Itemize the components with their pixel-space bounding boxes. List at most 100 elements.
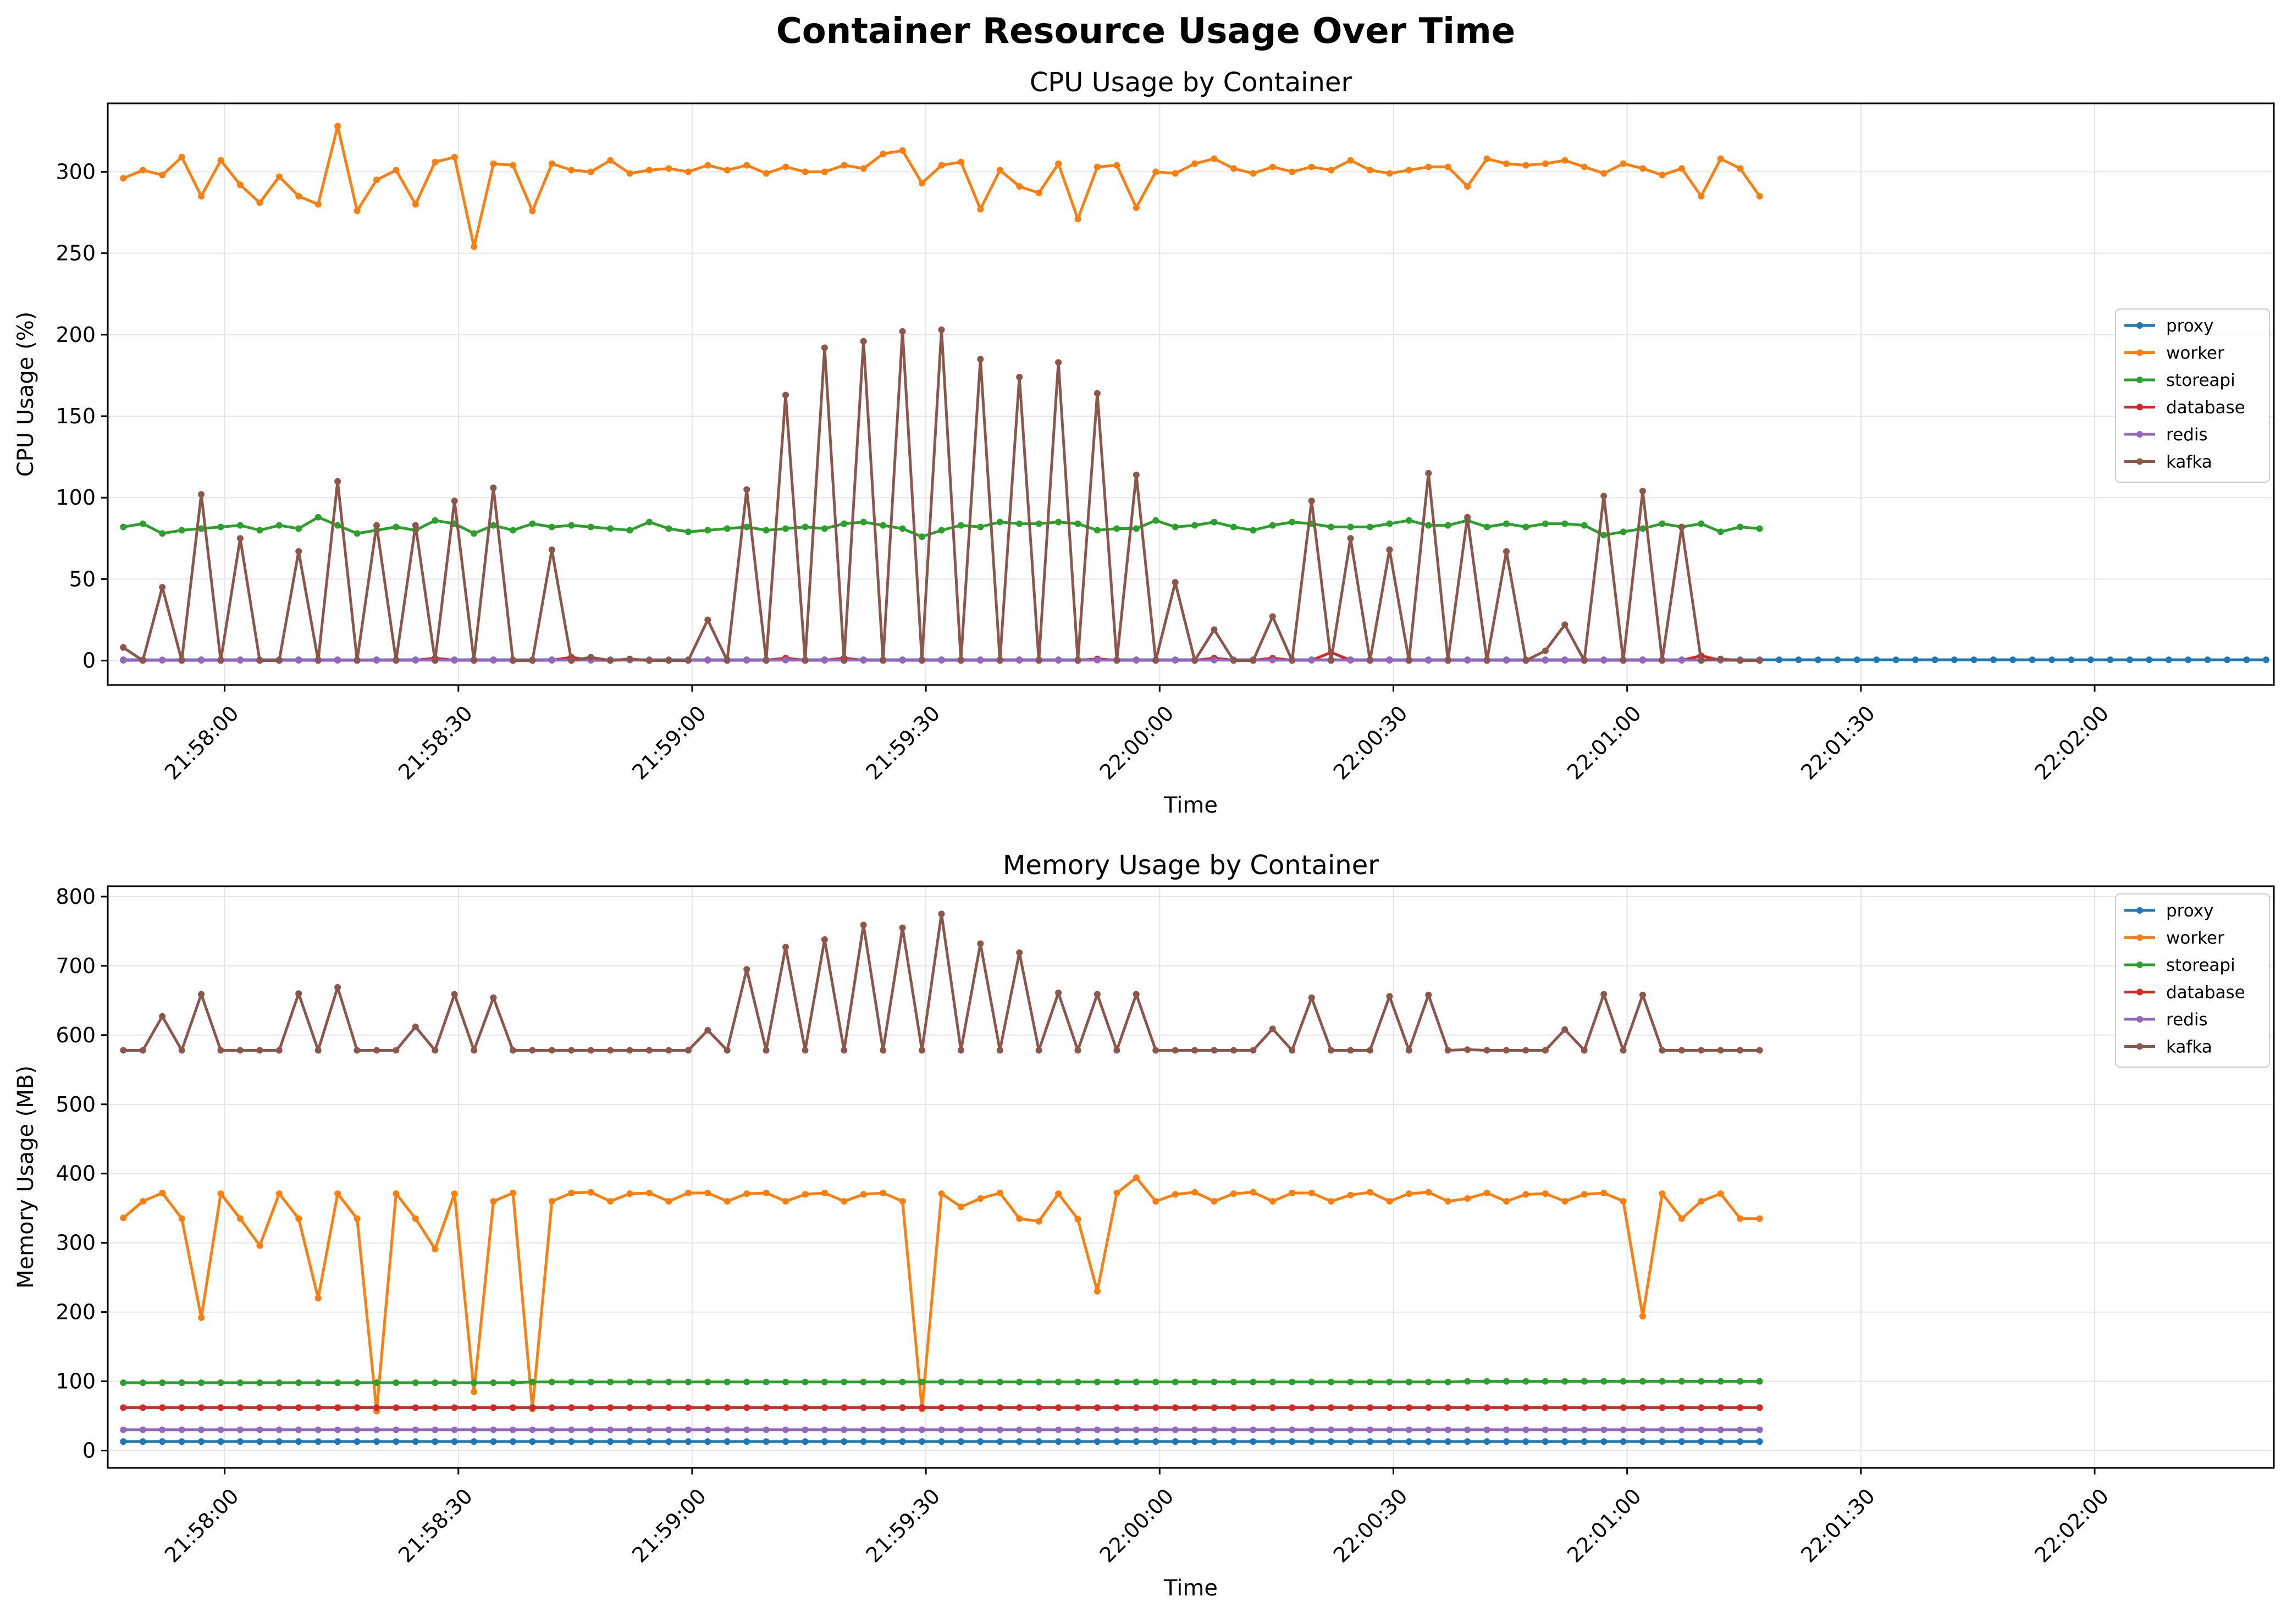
data-point (354, 1426, 361, 1433)
data-point (548, 523, 555, 531)
data-point (529, 1404, 536, 1411)
data-point (1990, 656, 1997, 664)
data-point (1289, 1438, 1296, 1445)
data-point (802, 168, 809, 175)
data-point (1074, 1047, 1081, 1054)
data-point (432, 1426, 439, 1433)
data-point (587, 654, 594, 661)
data-point (139, 1198, 146, 1205)
data-point (626, 1438, 633, 1445)
data-point (1464, 656, 1471, 664)
data-point (919, 1426, 925, 1433)
data-point (2068, 656, 2075, 664)
data-point (2146, 656, 2153, 664)
data-point (1289, 657, 1296, 664)
data-point (490, 994, 497, 1001)
data-point (354, 1438, 361, 1445)
data-point (295, 990, 302, 997)
data-point (451, 1438, 458, 1445)
data-point (236, 522, 244, 529)
y-tick-label: 300 (56, 1231, 96, 1255)
data-point (1581, 1426, 1588, 1433)
data-point (471, 1404, 478, 1411)
data-point (1483, 1426, 1490, 1433)
data-point (880, 1404, 887, 1411)
data-point (2204, 656, 2211, 664)
data-point (704, 1378, 711, 1385)
data-point (1113, 1047, 1120, 1054)
data-point (996, 1426, 1003, 1433)
data-point (1698, 1438, 1705, 1445)
data-point (1133, 656, 1140, 664)
legend-label: storeapi (2166, 371, 2235, 390)
legend-item-redis: redis (2124, 425, 2208, 445)
data-point (334, 522, 341, 529)
data-point (684, 528, 692, 535)
data-point (412, 1379, 419, 1387)
data-point (1698, 657, 1705, 664)
data-point (1386, 656, 1393, 664)
data-point (1522, 1378, 1529, 1385)
data-point (763, 1426, 770, 1433)
data-point (1191, 657, 1199, 664)
data-point (1016, 183, 1023, 190)
legend-item-kafka: kafka (2124, 1037, 2212, 1057)
data-point (1483, 155, 1490, 162)
data-point (1503, 160, 1510, 167)
data-point (1367, 1189, 1373, 1196)
data-point (880, 1426, 887, 1433)
data-point (1639, 991, 1646, 998)
data-point (1269, 163, 1276, 170)
data-point (1542, 1190, 1549, 1197)
data-point (1230, 657, 1237, 664)
data-point (1600, 1190, 1608, 1196)
data-point (471, 1379, 478, 1387)
data-point (2107, 656, 2114, 664)
data-point (548, 656, 555, 664)
data-point (977, 356, 984, 363)
legend-item-redis: redis (2124, 1010, 2208, 1030)
data-point (1386, 1426, 1393, 1433)
data-point (1172, 1378, 1179, 1385)
data-point (1230, 1047, 1237, 1054)
data-point (432, 1379, 439, 1387)
data-point (510, 162, 516, 169)
data-point (393, 523, 400, 531)
data-point (1405, 517, 1412, 524)
legend-label: redis (2166, 425, 2208, 445)
data-point (1191, 1404, 1199, 1411)
data-point (743, 1404, 750, 1411)
data-point (1717, 1438, 1724, 1445)
data-point (1561, 1198, 1568, 1205)
data-point (198, 1314, 205, 1321)
data-point (314, 1404, 322, 1411)
legend-item-kafka: kafka (2124, 452, 2212, 472)
legend-label: proxy (2166, 316, 2213, 336)
data-point (334, 1404, 341, 1411)
data-point (899, 1404, 906, 1411)
data-point (880, 1438, 887, 1445)
data-point (626, 527, 633, 534)
data-point (1503, 1198, 1510, 1205)
data-point (1600, 656, 1608, 664)
data-point (763, 657, 770, 664)
data-point (1444, 163, 1451, 170)
figure-title: Container Resource Usage Over Time (776, 11, 1515, 52)
data-point (1367, 167, 1373, 174)
data-point (529, 1047, 536, 1054)
data-point (198, 491, 205, 498)
data-point (314, 513, 322, 521)
data-point (1639, 656, 1646, 664)
data-point (1717, 1190, 1724, 1197)
data-point (529, 1438, 536, 1445)
data-point (217, 523, 224, 531)
data-point (1055, 359, 1062, 366)
data-point (1620, 1047, 1627, 1054)
data-point (314, 1426, 322, 1433)
data-point (159, 1379, 166, 1387)
series-storeapi (120, 513, 1763, 540)
data-point (743, 486, 750, 493)
data-point (1250, 1426, 1257, 1433)
data-point (1678, 165, 1685, 172)
data-point (626, 655, 633, 662)
